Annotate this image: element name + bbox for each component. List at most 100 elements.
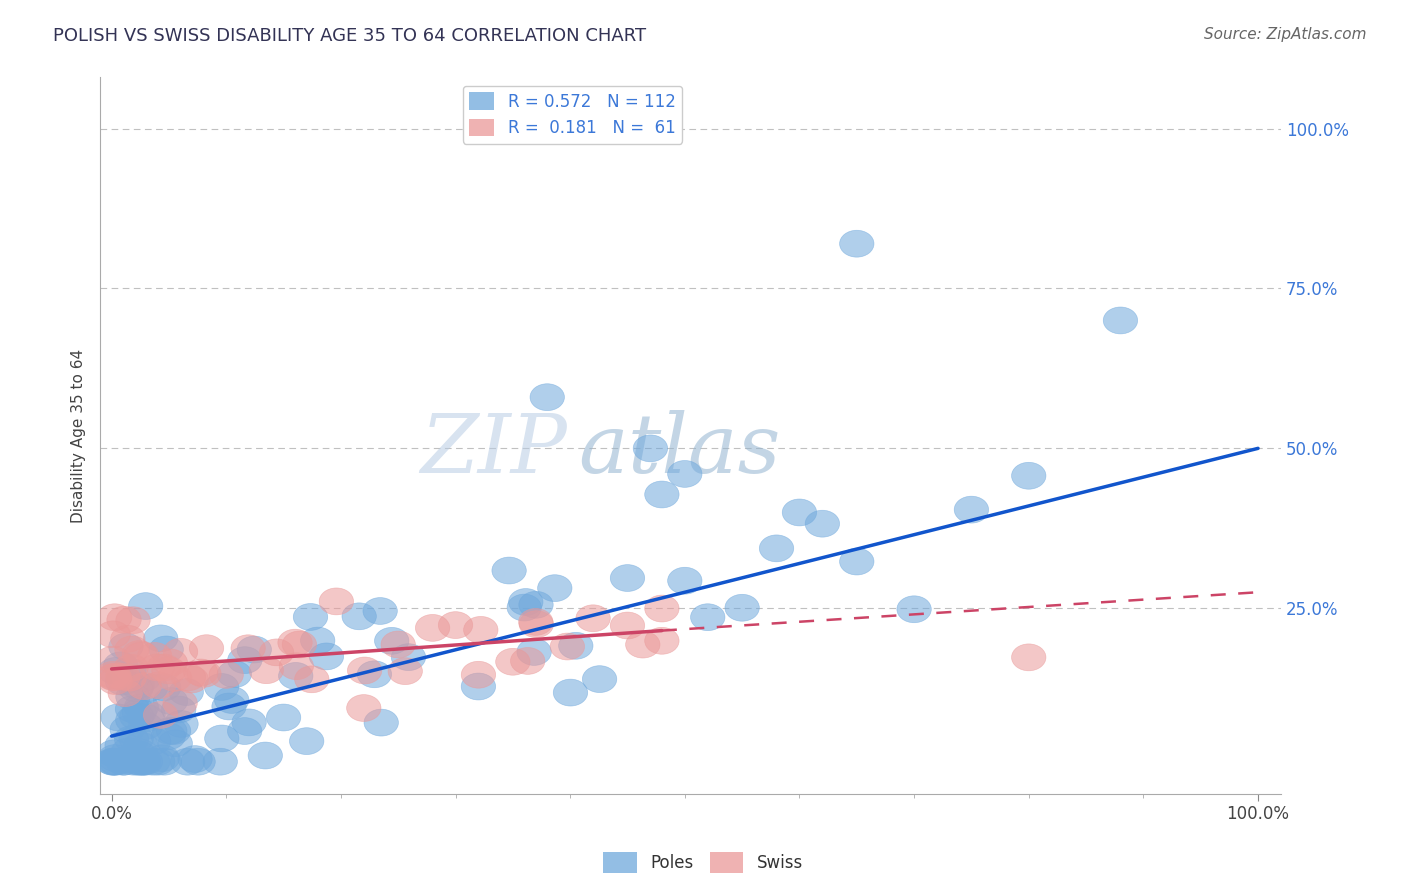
Ellipse shape xyxy=(141,654,174,681)
Ellipse shape xyxy=(1011,644,1046,671)
Ellipse shape xyxy=(374,627,409,654)
Ellipse shape xyxy=(120,675,153,702)
Ellipse shape xyxy=(725,594,759,621)
Ellipse shape xyxy=(104,652,138,679)
Ellipse shape xyxy=(806,510,839,537)
Ellipse shape xyxy=(127,665,160,691)
Ellipse shape xyxy=(96,647,129,673)
Ellipse shape xyxy=(141,748,174,775)
Ellipse shape xyxy=(295,666,329,693)
Ellipse shape xyxy=(136,728,172,755)
Ellipse shape xyxy=(111,657,146,684)
Ellipse shape xyxy=(508,594,541,621)
Ellipse shape xyxy=(364,709,398,736)
Ellipse shape xyxy=(554,679,588,706)
Ellipse shape xyxy=(115,636,149,663)
Ellipse shape xyxy=(122,741,156,768)
Ellipse shape xyxy=(115,607,150,633)
Ellipse shape xyxy=(839,230,875,257)
Ellipse shape xyxy=(1011,462,1046,489)
Ellipse shape xyxy=(153,688,188,714)
Ellipse shape xyxy=(125,748,160,775)
Ellipse shape xyxy=(122,748,157,775)
Ellipse shape xyxy=(145,745,180,772)
Ellipse shape xyxy=(111,625,145,652)
Ellipse shape xyxy=(134,674,167,701)
Ellipse shape xyxy=(98,748,134,775)
Ellipse shape xyxy=(122,640,156,667)
Ellipse shape xyxy=(461,673,495,700)
Ellipse shape xyxy=(782,499,817,526)
Ellipse shape xyxy=(107,607,141,633)
Ellipse shape xyxy=(149,636,183,663)
Ellipse shape xyxy=(247,742,283,769)
Ellipse shape xyxy=(114,726,149,753)
Ellipse shape xyxy=(146,674,181,701)
Ellipse shape xyxy=(576,605,610,632)
Ellipse shape xyxy=(342,603,377,630)
Ellipse shape xyxy=(550,633,585,660)
Ellipse shape xyxy=(319,588,353,615)
Ellipse shape xyxy=(212,693,246,720)
Ellipse shape xyxy=(181,748,215,775)
Ellipse shape xyxy=(97,739,131,766)
Ellipse shape xyxy=(108,633,143,660)
Ellipse shape xyxy=(278,663,314,690)
Ellipse shape xyxy=(124,694,159,721)
Ellipse shape xyxy=(111,738,146,765)
Ellipse shape xyxy=(110,747,143,773)
Ellipse shape xyxy=(645,481,679,508)
Ellipse shape xyxy=(184,659,218,686)
Ellipse shape xyxy=(107,748,141,775)
Ellipse shape xyxy=(439,612,472,639)
Ellipse shape xyxy=(363,598,398,624)
Ellipse shape xyxy=(115,706,150,733)
Ellipse shape xyxy=(131,701,166,728)
Ellipse shape xyxy=(228,647,262,673)
Ellipse shape xyxy=(129,705,165,731)
Ellipse shape xyxy=(97,748,132,775)
Legend: Poles, Swiss: Poles, Swiss xyxy=(596,846,810,880)
Ellipse shape xyxy=(174,666,208,693)
Ellipse shape xyxy=(266,704,301,731)
Y-axis label: Disability Age 35 to 64: Disability Age 35 to 64 xyxy=(72,349,86,523)
Ellipse shape xyxy=(558,632,593,659)
Ellipse shape xyxy=(115,683,150,710)
Ellipse shape xyxy=(519,611,554,638)
Ellipse shape xyxy=(205,725,239,752)
Ellipse shape xyxy=(96,748,129,775)
Ellipse shape xyxy=(582,665,617,692)
Ellipse shape xyxy=(138,642,172,669)
Ellipse shape xyxy=(290,728,323,755)
Ellipse shape xyxy=(231,635,266,662)
Ellipse shape xyxy=(530,384,564,410)
Ellipse shape xyxy=(120,725,153,752)
Ellipse shape xyxy=(105,668,139,695)
Ellipse shape xyxy=(162,696,195,723)
Ellipse shape xyxy=(294,604,328,631)
Ellipse shape xyxy=(381,631,415,658)
Ellipse shape xyxy=(152,657,186,684)
Ellipse shape xyxy=(217,661,252,688)
Ellipse shape xyxy=(690,604,725,631)
Ellipse shape xyxy=(626,632,659,658)
Ellipse shape xyxy=(101,704,135,731)
Text: Source: ZipAtlas.com: Source: ZipAtlas.com xyxy=(1204,27,1367,42)
Ellipse shape xyxy=(232,709,266,736)
Ellipse shape xyxy=(415,615,450,641)
Ellipse shape xyxy=(347,695,381,722)
Ellipse shape xyxy=(204,673,239,700)
Ellipse shape xyxy=(124,732,157,759)
Ellipse shape xyxy=(202,748,238,775)
Ellipse shape xyxy=(97,664,132,690)
Ellipse shape xyxy=(259,639,294,665)
Ellipse shape xyxy=(153,649,187,676)
Ellipse shape xyxy=(108,680,142,706)
Ellipse shape xyxy=(897,596,931,623)
Ellipse shape xyxy=(115,696,149,723)
Ellipse shape xyxy=(187,660,221,687)
Ellipse shape xyxy=(492,558,526,584)
Ellipse shape xyxy=(391,644,426,671)
Ellipse shape xyxy=(105,664,141,690)
Ellipse shape xyxy=(301,627,335,654)
